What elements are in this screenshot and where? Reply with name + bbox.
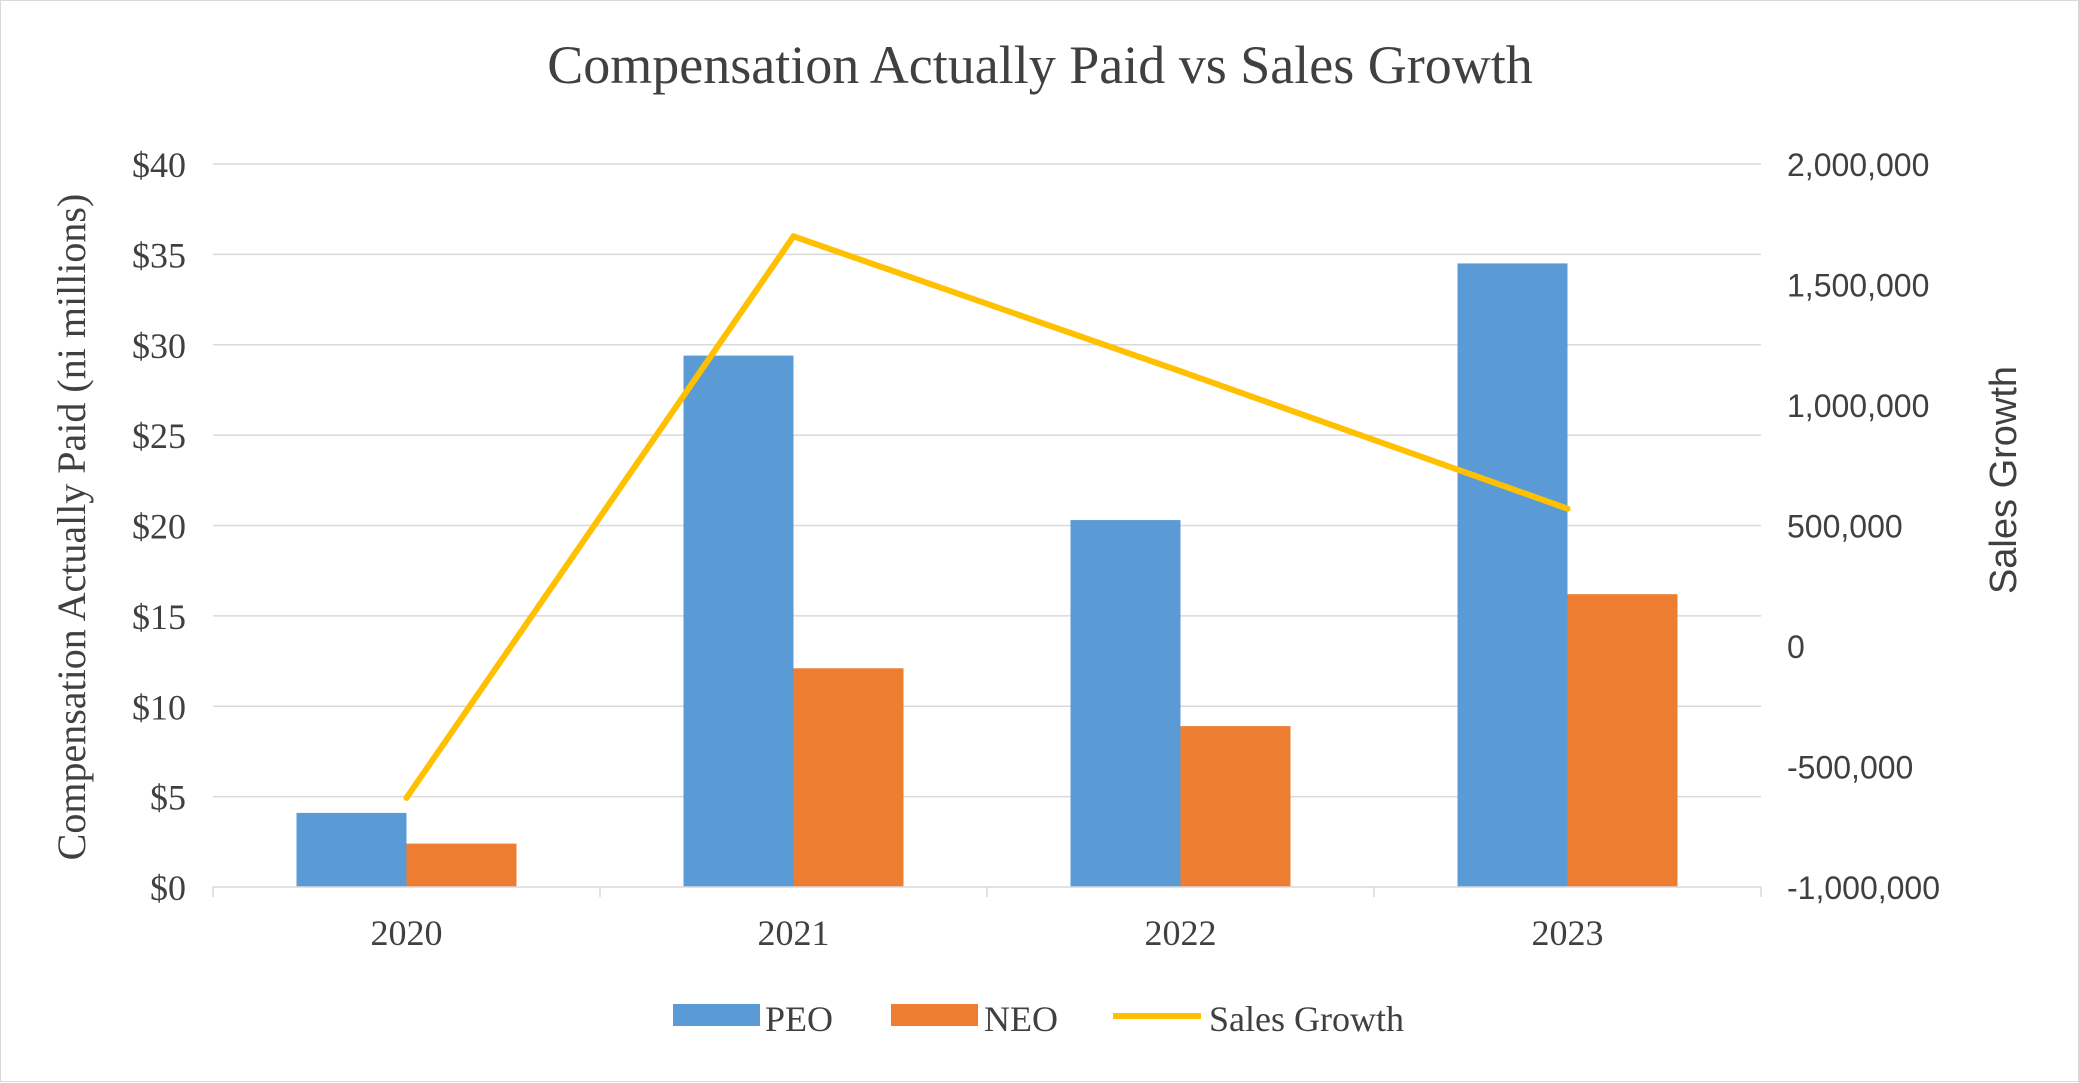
x-tick-label: 2020 [371, 913, 443, 953]
sales-growth-point-2021 [790, 233, 797, 240]
y-tick-label: $0 [150, 868, 186, 908]
y2-tick-label: 2,000,000 [1787, 147, 1929, 183]
legend-swatch-peo [673, 1004, 760, 1026]
sales-growth-line [403, 233, 1571, 801]
sales-growth-point-2022 [1177, 368, 1184, 375]
legend-label-peo: PEO [765, 999, 833, 1039]
bar-peo-2021 [683, 355, 794, 888]
bar-neo-2022 [1180, 726, 1291, 887]
y2-tick-label: 0 [1787, 629, 1805, 665]
y-tick-label: $35 [132, 235, 186, 275]
sales-growth-line-group [403, 233, 1571, 801]
bar-peo-2023 [1457, 263, 1568, 888]
sales-growth-point-2023 [1564, 505, 1571, 512]
y2-axis-title: Sales Growth [1983, 366, 2025, 594]
axes: $0 $5 $10 $15 $20 $25 $30 $35 $40 -1,000,000 -500,… [132, 145, 1940, 953]
y-tick-label: $5 [150, 778, 186, 818]
x-tick-label: 2023 [1532, 913, 1604, 953]
y-tick-label: $20 [132, 507, 186, 547]
y2-tick-label: 1,500,000 [1787, 268, 1929, 304]
bars [296, 263, 1678, 888]
y2-tick-label: 1,000,000 [1787, 388, 1929, 424]
bar-peo-2022 [1070, 520, 1181, 887]
y-axis-title: Compensation Actually Paid (ni millions) [49, 194, 94, 861]
y-tick-label: $40 [132, 145, 186, 185]
bar-neo-2021 [793, 668, 904, 887]
x-tick-label: 2021 [758, 913, 830, 953]
y-tick-label: $25 [132, 416, 186, 456]
y2-tick-label: -500,000 [1787, 750, 1913, 786]
chart-title: Compensation Actually Paid vs Sales Grow… [547, 35, 1532, 95]
legend-label-sales-growth: Sales Growth [1209, 999, 1404, 1039]
x-tick-label: 2022 [1145, 913, 1217, 953]
legend-label-neo: NEO [984, 999, 1058, 1039]
y-tick-label: $15 [132, 597, 186, 637]
y2-tick-label: 500,000 [1787, 509, 1903, 545]
legend-swatch-neo [891, 1004, 978, 1026]
y-tick-label: $10 [132, 687, 186, 727]
y2-tick-label: -1,000,000 [1787, 870, 1940, 906]
sales-growth-point-2020 [403, 794, 410, 801]
y-tick-label: $30 [132, 326, 186, 366]
bar-neo-2023 [1567, 594, 1678, 887]
bar-neo-2020 [406, 843, 517, 887]
bar-peo-2020 [296, 812, 407, 887]
legend: PEO NEO Sales Growth [673, 999, 1404, 1039]
